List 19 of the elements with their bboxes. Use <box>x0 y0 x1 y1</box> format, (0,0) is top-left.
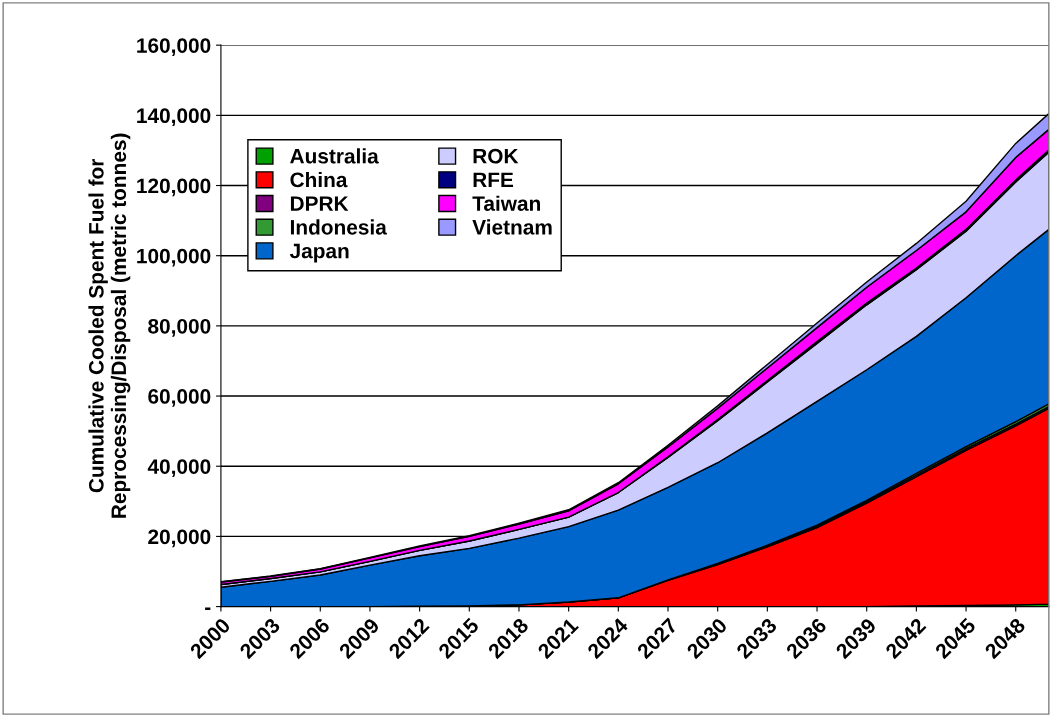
y-tick-label: 120,000 <box>137 178 211 197</box>
y-tick-label: 140,000 <box>137 108 211 127</box>
legend-label: Vietnam <box>472 219 552 235</box>
legend-label: China <box>290 171 348 188</box>
legend-label: Japan <box>289 243 349 263</box>
legend-label: Taiwan <box>472 195 540 211</box>
legend-label: ROK <box>473 148 519 164</box>
y-tick-label: 80,000 <box>148 318 211 337</box>
legend-label: DPRK <box>290 196 349 211</box>
legend-label: Australia <box>290 148 379 164</box>
y-tick-label: - <box>205 607 211 610</box>
y-tick-label: 160,000 <box>137 38 211 56</box>
y-tick-label: 40,000 <box>147 459 211 477</box>
y-tick-label: 60,000 <box>148 389 211 407</box>
y-tick-label: 20,000 <box>148 529 211 548</box>
legend-label: RFE <box>473 172 514 188</box>
y-axis-title: Cumulative Cooled Spent Fuel for Reprocessing/Disposal (metric tonnes) <box>88 133 131 518</box>
legend-label: Indonesia <box>290 219 387 235</box>
y-tick-label: 100,000 <box>137 248 211 267</box>
